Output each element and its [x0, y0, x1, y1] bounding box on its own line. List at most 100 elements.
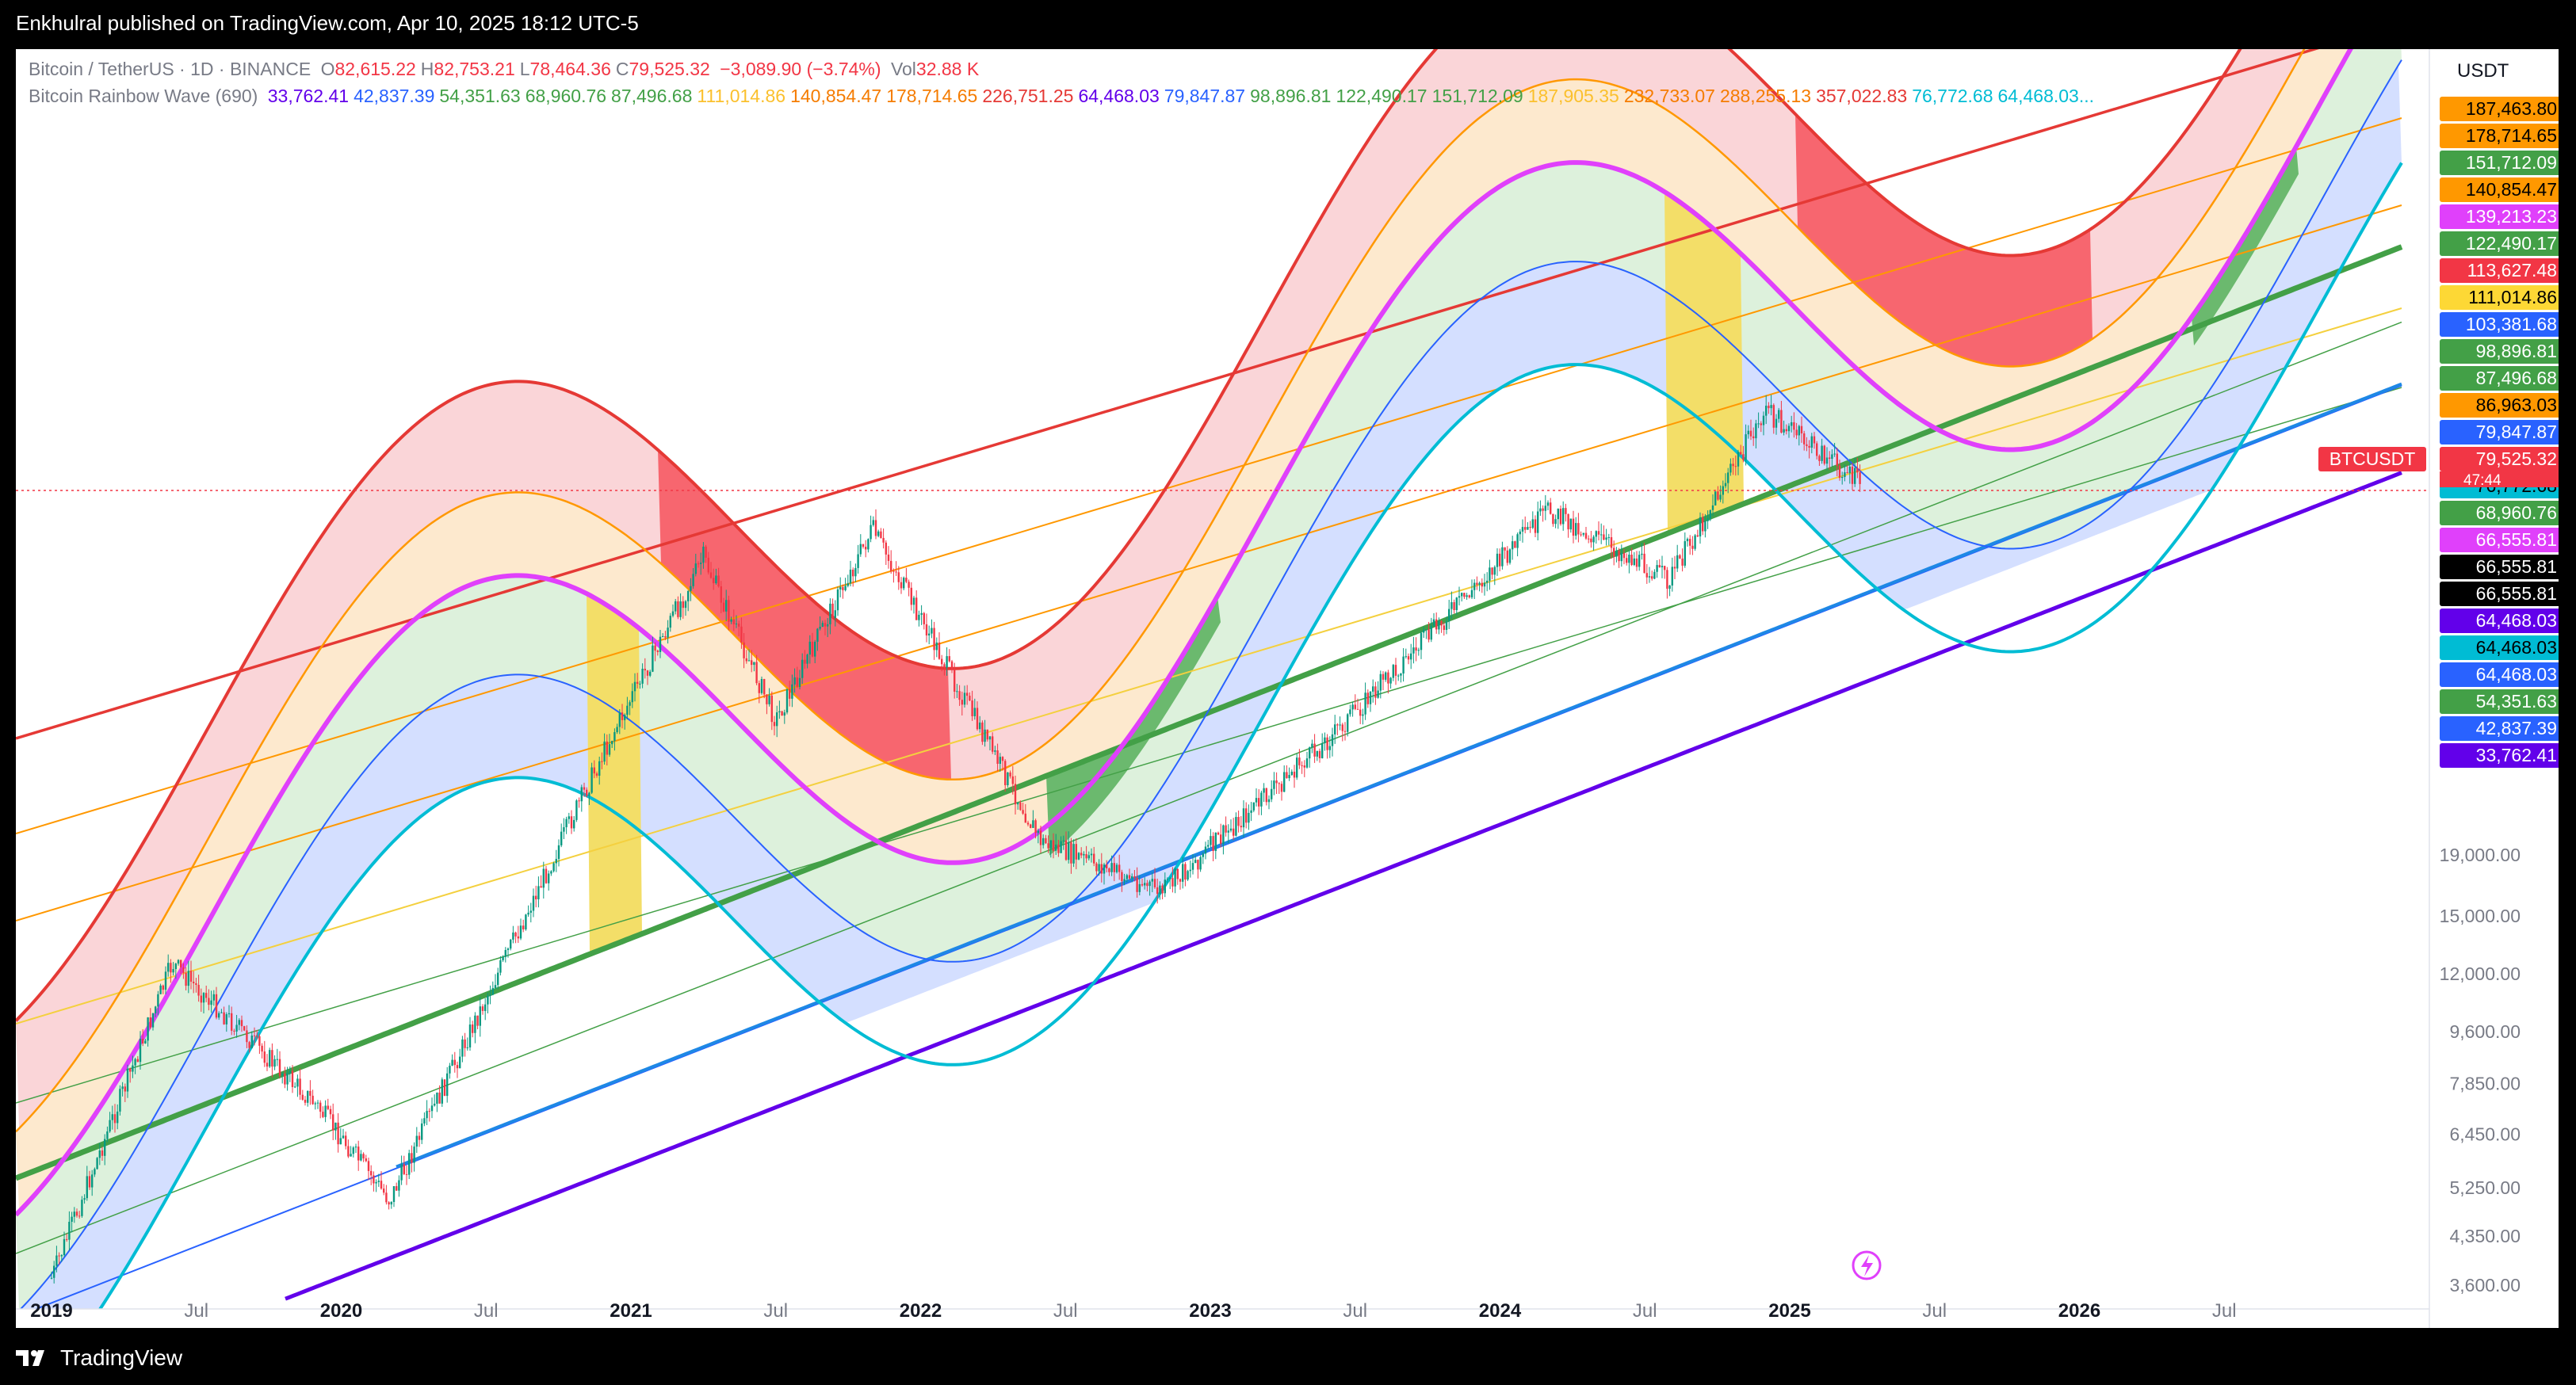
candle-body — [649, 671, 652, 676]
candle-body — [1473, 582, 1476, 590]
tradingview-branding[interactable]: TradingView — [16, 1345, 182, 1371]
candle-body — [565, 818, 568, 828]
candle-body — [857, 554, 859, 568]
candle-body — [1087, 855, 1090, 859]
candle-body — [1176, 868, 1179, 879]
candle-body — [1714, 491, 1717, 506]
top-bar: Enkhulral published on TradingView.com, … — [0, 0, 2576, 49]
y-tick-label: 9,600.00 — [2449, 1021, 2521, 1042]
candle-body — [1372, 686, 1374, 692]
candle-body — [667, 628, 669, 638]
candle-body — [624, 715, 626, 720]
candle-body — [1379, 673, 1382, 691]
indicator-value: 64,468.03... — [1997, 86, 2095, 106]
candle-body — [1326, 737, 1328, 750]
candle-body — [1546, 502, 1550, 506]
candle-body — [428, 1111, 430, 1112]
candle-body — [1844, 472, 1846, 477]
candle-body — [474, 1015, 476, 1033]
candle-body — [441, 1079, 443, 1104]
candle-body — [1288, 775, 1290, 779]
indicator-legend[interactable]: Bitcoin Rainbow Wave (690) 33,762.41 42,8… — [29, 86, 2094, 107]
candle-body — [1666, 570, 1668, 589]
candle-body — [1445, 621, 1448, 631]
candle-body — [867, 539, 869, 550]
candle-body — [679, 601, 682, 617]
symbol-legend[interactable]: Bitcoin / TetherUS · 1D · BINANCE O82,61… — [29, 59, 979, 80]
price-badge-label: 54,351.63 — [2476, 691, 2557, 712]
candle-body — [63, 1238, 66, 1256]
price-badge — [2440, 339, 2559, 364]
candle-body — [263, 1051, 266, 1063]
candle-body — [1635, 558, 1638, 567]
candle-body — [73, 1211, 75, 1217]
candle-body — [1273, 780, 1275, 789]
candle-body — [1341, 724, 1343, 731]
candle-body — [1385, 672, 1387, 680]
candle-body — [271, 1050, 273, 1067]
candle-body — [1280, 784, 1283, 792]
candle-body — [1491, 567, 1493, 575]
band-cyan — [97, 162, 2403, 1309]
candle-body — [1212, 836, 1214, 852]
candle-body — [1022, 810, 1024, 814]
candle-body — [717, 575, 720, 587]
candle-body — [529, 910, 532, 913]
candle-body — [307, 1090, 309, 1103]
ohlc-key-l: L — [519, 59, 530, 79]
candle-body — [1222, 825, 1225, 844]
price-badge-label: 64,468.03 — [2476, 664, 2557, 685]
candle-body — [1047, 843, 1049, 849]
candle-body — [286, 1073, 289, 1085]
candle-body — [1559, 509, 1562, 525]
candle-body — [347, 1146, 350, 1157]
candle-body — [720, 586, 722, 603]
candle-body — [897, 572, 900, 582]
candle-body — [905, 578, 908, 582]
candle-body — [887, 554, 890, 561]
candle-body — [1366, 692, 1369, 704]
price-chart[interactable]: USDT 19,000.00 15,000.00 12,000.00 9,600.00 7… — [16, 49, 2559, 1328]
candle-body — [844, 586, 847, 590]
candle-body — [1458, 596, 1461, 598]
x-tick-label: 2019 — [30, 1300, 72, 1322]
candle-body — [342, 1135, 345, 1139]
line-orange-2 — [16, 204, 2402, 921]
candle-body — [791, 684, 793, 699]
candle-body — [373, 1175, 375, 1184]
candle-body — [892, 570, 895, 572]
candle-body — [738, 624, 740, 627]
candle-body — [1007, 772, 1009, 785]
x-tick-label: Jul — [1633, 1300, 1657, 1322]
candle-body — [1671, 567, 1673, 586]
candle-body — [396, 1186, 398, 1191]
candle-body — [1255, 798, 1258, 803]
candle-body — [1506, 550, 1508, 563]
candle-body — [436, 1092, 438, 1105]
price-badge-label: 113,627.48 — [2467, 260, 2557, 280]
candle-body — [456, 1065, 459, 1069]
candle-body — [1577, 523, 1580, 535]
candle-body — [1466, 595, 1468, 597]
candle-body — [1648, 576, 1651, 578]
price-badge-label: 140,854.47 — [2466, 179, 2557, 200]
candle-body — [332, 1114, 334, 1131]
candle-body — [1077, 853, 1080, 860]
candle-body — [1263, 788, 1265, 793]
candle-body — [345, 1135, 347, 1147]
y-tick-label: 12,000.00 — [2440, 963, 2521, 984]
chart-panel[interactable]: USDT 19,000.00 15,000.00 12,000.00 9,600.00 7… — [16, 49, 2559, 1328]
candle-body — [1430, 625, 1432, 640]
candle-body — [1737, 452, 1740, 467]
candle-body — [1425, 629, 1428, 631]
bottom-bar — [0, 1328, 2576, 1385]
candle-body — [1321, 743, 1324, 758]
candle-body — [1778, 410, 1780, 419]
candle-body — [119, 1089, 121, 1112]
candle-body — [842, 586, 844, 590]
candle-body — [1024, 813, 1026, 823]
candle-body — [1313, 743, 1316, 757]
candle-body — [319, 1102, 322, 1112]
candle-body — [1428, 629, 1430, 640]
candle-body — [510, 939, 512, 949]
